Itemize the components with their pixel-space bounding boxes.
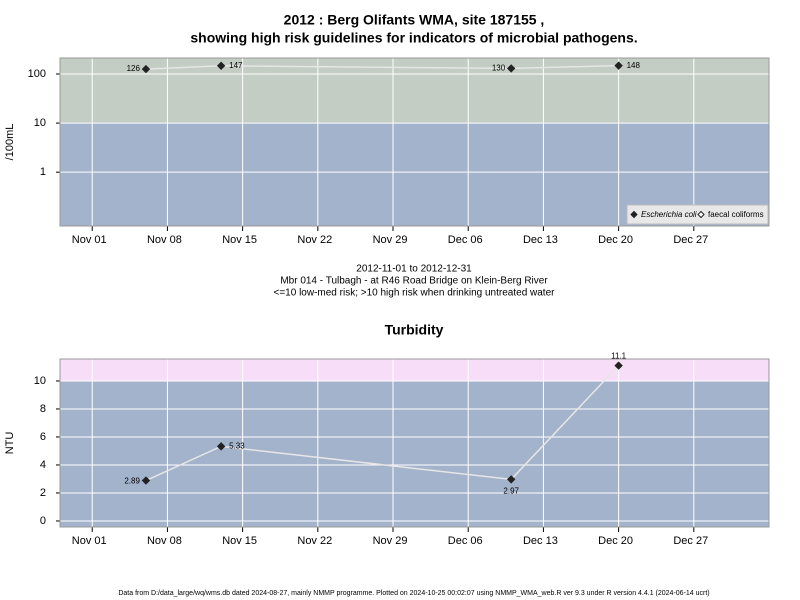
chart-title: showing high risk guidelines for indicat… <box>190 30 637 46</box>
y-tick-label: 100 <box>28 68 46 80</box>
data-point <box>614 361 623 370</box>
legend-label: Escherichia coli <box>641 210 697 219</box>
data-label: 2.97 <box>503 487 519 496</box>
x-tick-label: Dec 13 <box>523 234 558 246</box>
data-label: 126 <box>127 64 141 73</box>
data-point <box>216 61 226 71</box>
y-tick-label: 0 <box>40 515 46 527</box>
y-tick-label: 2 <box>40 487 46 499</box>
data-point <box>506 475 516 484</box>
y-axis-label: NTU <box>4 432 16 455</box>
x-tick-label: Dec 27 <box>673 535 708 547</box>
y-tick-label: 10 <box>34 117 46 129</box>
x-tick-label: Dec 20 <box>598 535 633 547</box>
caption: Mbr 014 - Tulbagh - at R46 Road Bridge o… <box>280 276 548 287</box>
x-tick-label: Nov 15 <box>222 535 257 547</box>
x-tick-label: Nov 29 <box>373 535 408 547</box>
data-label: 5.33 <box>229 441 245 450</box>
data-label: 148 <box>627 61 641 70</box>
caption: 2012-11-01 to 2012-12-31 <box>356 264 472 275</box>
x-tick-label: Dec 27 <box>673 234 708 246</box>
x-tick-label: Dec 20 <box>598 234 633 246</box>
y-tick-label: 10 <box>34 375 46 387</box>
data-point <box>506 64 516 73</box>
legend-marker <box>630 210 638 219</box>
x-tick-label: Dec 13 <box>523 535 558 547</box>
band-below <box>60 380 769 527</box>
data-label: 2.89 <box>124 477 140 486</box>
legend-label: faecal coliforms <box>708 210 764 219</box>
x-tick-label: Nov 29 <box>373 234 408 246</box>
plot-frame <box>59 57 770 227</box>
x-tick-label: Nov 22 <box>297 535 332 547</box>
series-line <box>145 365 620 482</box>
footer: Data from D:/data_large/wq/wms.db dated … <box>118 590 709 597</box>
caption: <=10 low-med risk; >10 high risk when dr… <box>274 288 556 299</box>
series-line <box>145 64 619 70</box>
x-tick-label: Nov 22 <box>297 234 332 246</box>
plot-frame <box>59 358 770 528</box>
x-tick-label: Dec 06 <box>448 234 483 246</box>
x-tick-label: Dec 06 <box>448 535 483 547</box>
band-above <box>60 58 769 124</box>
data-label: 11.1 <box>611 352 627 361</box>
chart-title: Turbidity <box>385 322 444 338</box>
legend-marker <box>697 210 705 219</box>
data-point <box>216 442 226 451</box>
data-label: 130 <box>492 64 506 73</box>
y-tick-label: 8 <box>40 403 46 415</box>
band-above <box>60 359 769 381</box>
x-tick-label: Nov 01 <box>72 234 107 246</box>
x-tick-label: Nov 01 <box>72 535 107 547</box>
y-tick-label: 1 <box>40 166 46 178</box>
y-tick-label: 4 <box>40 459 46 471</box>
y-axis-label: /100mL <box>4 124 16 161</box>
x-tick-label: Nov 08 <box>147 234 182 246</box>
data-point <box>141 64 151 74</box>
data-label: 147 <box>229 61 243 70</box>
chart-title: 2012 : Berg Olifants WMA, site 187155 , <box>284 12 545 28</box>
x-tick-label: Nov 15 <box>222 234 257 246</box>
data-point <box>614 61 623 70</box>
y-tick-label: 6 <box>40 431 46 443</box>
x-tick-label: Nov 08 <box>147 535 182 547</box>
data-point <box>141 476 151 485</box>
